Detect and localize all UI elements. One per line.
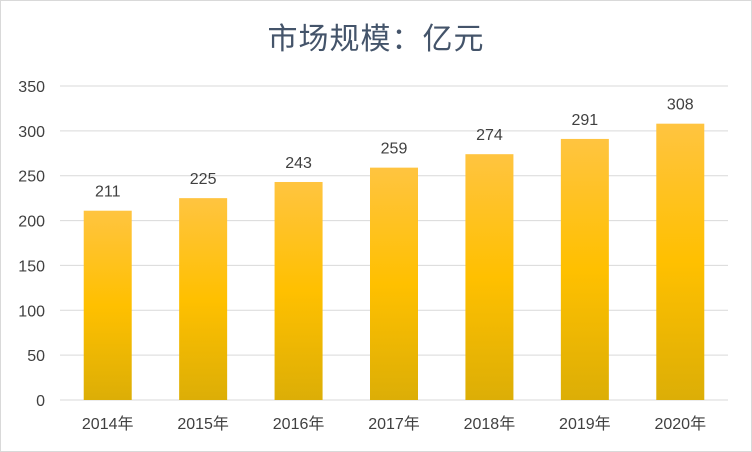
data-label: 243: [285, 155, 312, 172]
x-tick-label: 2019年: [559, 415, 611, 433]
y-tick-label: 50: [27, 348, 45, 365]
data-label: 211: [95, 184, 121, 201]
bar-2015年: [179, 198, 228, 400]
x-tick-label: 2017年: [368, 415, 420, 433]
bar-2018年: [465, 154, 514, 400]
y-axis-tick-labels: 0 50 100 150 200 250 300 350: [18, 79, 45, 410]
chart-title: 市场规模：亿元: [267, 22, 485, 57]
y-tick-label: 250: [18, 169, 45, 186]
y-tick-label: 100: [18, 303, 45, 320]
x-tick-label: 2020年: [654, 415, 706, 433]
x-tick-label: 2018年: [464, 415, 516, 433]
y-tick-label: 350: [18, 79, 45, 96]
x-tick-label: 2015年: [177, 415, 229, 433]
bars: [83, 123, 705, 401]
data-label: 291: [572, 112, 599, 129]
x-axis-tick-labels: 2014年 2015年 2016年 2017年 2018年 2019年 2020年: [82, 415, 706, 433]
bar-2020年: [656, 123, 705, 401]
data-label: 259: [381, 141, 408, 158]
bar-2016年: [274, 181, 323, 400]
x-tick-label: 2016年: [273, 415, 325, 433]
bar-2014年: [83, 210, 132, 400]
bar-2017年: [370, 167, 418, 400]
y-tick-label: 300: [18, 124, 45, 141]
data-labels: 211 225 243 259 274 291 308: [95, 97, 694, 201]
bar-2019年: [560, 138, 609, 400]
data-label: 225: [190, 171, 217, 188]
data-label: 308: [667, 97, 694, 114]
y-tick-label: 200: [18, 214, 45, 231]
y-tick-label: 150: [18, 258, 45, 275]
data-label: 274: [476, 127, 503, 144]
x-tick-label: 2014年: [82, 415, 134, 433]
y-tick-label: 0: [36, 393, 45, 410]
